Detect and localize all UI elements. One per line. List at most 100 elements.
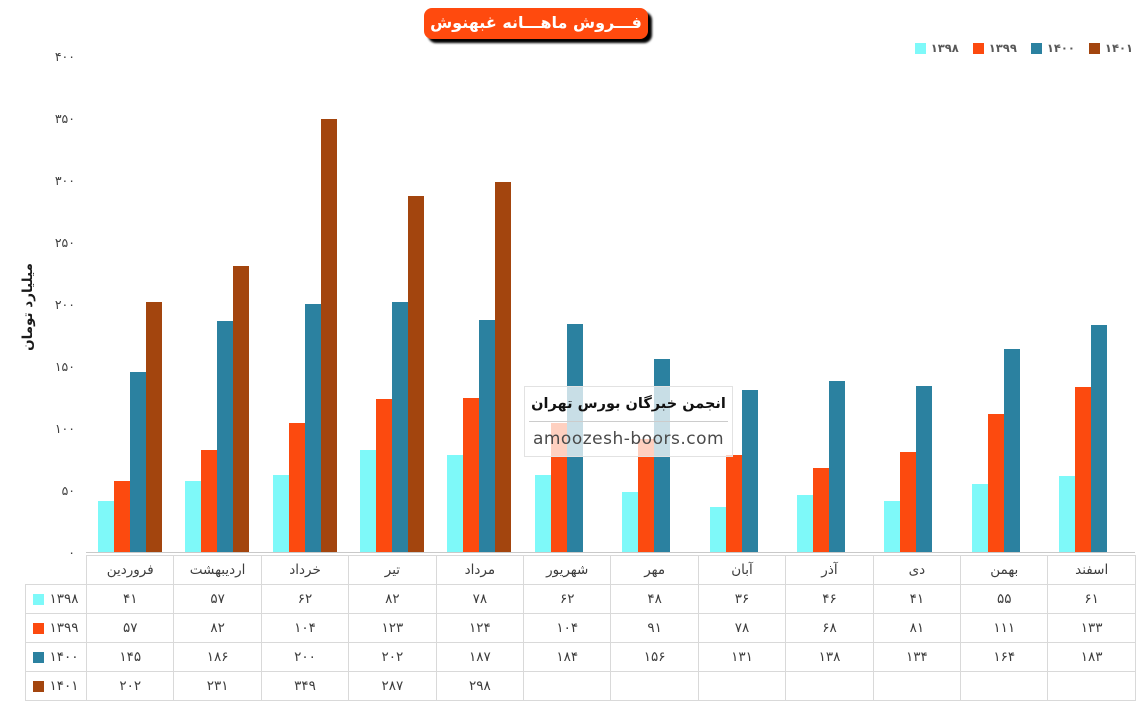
bar-دی-۱۳۹۸ — [884, 501, 901, 552]
legend-swatch-icon — [1030, 42, 1042, 54]
row-label-cell: ۱۳۹۹ — [25, 613, 87, 643]
plot-area — [86, 57, 1135, 553]
table-row-۱۴۰۰: ۱۴۰۰ ۱۴۵ ۱۸۶ ۲۰۰ ۲۰۲ ۱۸۷ ۱۸۴ ۱۵۶ ۱۳۱ ۱۳۸ ۱۳۴ ۱۶۴ ۱۸۳ — [25, 642, 1136, 672]
value-cell-۱۳۹۸-3: ۸۲ — [348, 584, 437, 614]
bar-تیر-۱۳۹۸ — [359, 450, 376, 552]
value-cell-۱۴۰۱-4: ۲۹۸ — [435, 671, 525, 701]
bar-تیر-۱۴۰۱ — [407, 196, 424, 552]
legend-label: ۱۳۹۸ — [930, 41, 959, 55]
value-cell-۱۴۰۱-8 — [785, 671, 874, 701]
watermark: انجمن خبرگان بورس تهران amoozesh-boors.c… — [524, 386, 733, 457]
month-header-0: فروردین — [85, 555, 175, 585]
y-tick-label: ۵۰ — [61, 483, 75, 498]
legend-label: ۱۴۰۰ — [1046, 41, 1075, 55]
table-row-۱۳۹۸: ۱۳۹۸ ۴۱ ۵۷ ۶۲ ۸۲ ۷۸ ۶۲ ۴۸ ۳۶ ۴۶ ۴۱ ۵۵ ۶۱ — [25, 584, 1136, 614]
y-tick-label: ۴۰۰ — [54, 49, 75, 64]
value-cell-۱۳۹۹-11: ۱۳۳ — [1047, 613, 1136, 643]
legend-swatch-icon — [972, 42, 984, 54]
bar-مهر-۱۳۹۹ — [638, 439, 655, 552]
value-cell-۱۳۹۸-4: ۷۸ — [435, 584, 525, 614]
bar-آبان-۱۳۹۸ — [709, 507, 726, 552]
month-header-2: خرداد — [260, 555, 350, 585]
bar-اسفند-۱۳۹۹ — [1075, 387, 1092, 552]
table-row-۱۳۹۹: ۱۳۹۹ ۵۷ ۸۲ ۱۰۴ ۱۲۳ ۱۲۴ ۱۰۴ ۹۱ ۷۸ ۶۸ ۸۱ ۱۱۱ ۱۳۳ — [25, 613, 1136, 643]
value-cell-۱۴۰۰-3: ۲۰۲ — [348, 642, 437, 672]
row-swatch-icon — [33, 622, 45, 634]
bar-مرداد-۱۴۰۰ — [479, 320, 496, 552]
value-cell-۱۴۰۱-5 — [523, 671, 612, 701]
value-cell-۱۳۹۸-0: ۴۱ — [85, 584, 175, 614]
value-cell-۱۴۰۰-6: ۱۵۶ — [610, 642, 699, 672]
row-swatch-icon — [33, 593, 45, 605]
bar-فروردین-۱۳۹۸ — [97, 501, 114, 552]
value-cell-۱۴۰۱-7 — [697, 671, 787, 701]
value-cell-۱۳۹۹-0: ۵۷ — [85, 613, 175, 643]
bar-خرداد-۱۳۹۹ — [288, 423, 305, 552]
value-cell-۱۳۹۹-5: ۱۰۴ — [523, 613, 612, 643]
month-header-3: تیر — [348, 555, 437, 585]
value-cell-۱۴۰۰-4: ۱۸۷ — [435, 642, 525, 672]
y-tick-label: ۳۰۰ — [54, 173, 75, 188]
row-label-cell: ۱۴۰۱ — [25, 671, 87, 701]
value-cell-۱۳۹۸-9: ۴۱ — [872, 584, 962, 614]
bar-اردیبهشت-۱۴۰۰ — [217, 321, 234, 552]
value-cell-۱۴۰۰-0: ۱۴۵ — [85, 642, 175, 672]
legend-swatch-icon — [914, 42, 926, 54]
watermark-association-text: انجمن خبرگان بورس تهران — [531, 396, 726, 412]
chart-title-banner: فـــروش ماهـــانه غبهنوش — [424, 8, 648, 39]
value-cell-۱۴۰۰-7: ۱۳۱ — [697, 642, 787, 672]
bar-مرداد-۱۴۰۱ — [495, 182, 512, 552]
value-cell-۱۳۹۹-7: ۷۸ — [697, 613, 787, 643]
legend-label: ۱۴۰۱ — [1104, 41, 1133, 55]
value-cell-۱۴۰۰-8: ۱۳۸ — [785, 642, 874, 672]
month-header-10: بهمن — [960, 555, 1049, 585]
value-cell-۱۳۹۹-4: ۱۲۴ — [435, 613, 525, 643]
value-cell-۱۴۰۰-2: ۲۰۰ — [260, 642, 350, 672]
bar-مهر-۱۳۹۸ — [622, 492, 639, 552]
row-year-label: ۱۳۹۸ — [49, 591, 79, 607]
bar-مرداد-۱۳۹۹ — [463, 398, 480, 552]
value-cell-۱۴۰۱-1: ۲۳۱ — [173, 671, 262, 701]
value-cell-۱۳۹۸-8: ۴۶ — [785, 584, 874, 614]
bar-اردیبهشت-۱۳۹۸ — [185, 481, 202, 552]
bar-دی-۱۳۹۹ — [900, 451, 917, 552]
bar-اردیبهشت-۱۳۹۹ — [201, 450, 218, 552]
table-corner-cell — [26, 556, 87, 585]
y-tick-label: ۰ — [68, 545, 75, 560]
legend-item-2: ۱۴۰۰ — [1030, 41, 1075, 55]
bar-فروردین-۱۴۰۱ — [145, 301, 162, 552]
bar-آبان-۱۳۹۹ — [725, 455, 742, 552]
value-cell-۱۴۰۰-10: ۱۶۴ — [960, 642, 1049, 672]
data-table: فروردین اردیبهشت خرداد تیر مرداد شهریور مهر آبا… — [25, 555, 1136, 701]
bar-تیر-۱۴۰۰ — [391, 301, 408, 552]
month-header-9: دی — [872, 555, 962, 585]
row-year-label: ۱۳۹۹ — [49, 620, 79, 636]
value-cell-۱۳۹۸-2: ۶۲ — [260, 584, 350, 614]
month-header-5: شهریور — [523, 555, 612, 585]
month-header-8: آذر — [785, 555, 874, 585]
value-cell-۱۳۹۸-1: ۵۷ — [173, 584, 262, 614]
table-body: فروردین اردیبهشت خرداد تیر مرداد شهریور مهر آبا… — [25, 555, 1136, 701]
bar-خرداد-۱۴۰۰ — [304, 304, 321, 552]
table-row-۱۴۰۱: ۱۴۰۱ ۲۰۲ ۲۳۱ ۳۴۹ ۲۸۷ ۲۹۸ — [25, 671, 1136, 701]
value-cell-۱۴۰۱-0: ۲۰۲ — [85, 671, 175, 701]
row-year-label: ۱۴۰۰ — [49, 649, 79, 665]
bar-اسفند-۱۴۰۰ — [1091, 325, 1108, 552]
row-swatch-icon — [33, 651, 45, 663]
bar-دی-۱۴۰۰ — [916, 385, 933, 552]
bar-آبان-۱۴۰۰ — [741, 389, 758, 552]
bar-تیر-۱۳۹۹ — [375, 399, 392, 552]
value-cell-۱۴۰۱-2: ۳۴۹ — [260, 671, 350, 701]
legend-item-3: ۱۴۰۱ — [1088, 41, 1133, 55]
month-header-4: مرداد — [435, 555, 525, 585]
watermark-divider — [529, 421, 728, 422]
row-swatch-icon — [33, 680, 45, 692]
value-cell-۱۳۹۹-6: ۹۱ — [610, 613, 699, 643]
value-cell-۱۳۹۸-5: ۶۲ — [523, 584, 612, 614]
value-cell-۱۴۰۰-9: ۱۳۴ — [872, 642, 962, 672]
bar-خرداد-۱۳۹۸ — [272, 475, 289, 552]
y-tick-label: ۲۰۰ — [54, 297, 75, 312]
bar-بهمن-۱۳۹۹ — [987, 414, 1004, 552]
value-cell-۱۳۹۹-9: ۸۱ — [872, 613, 962, 643]
